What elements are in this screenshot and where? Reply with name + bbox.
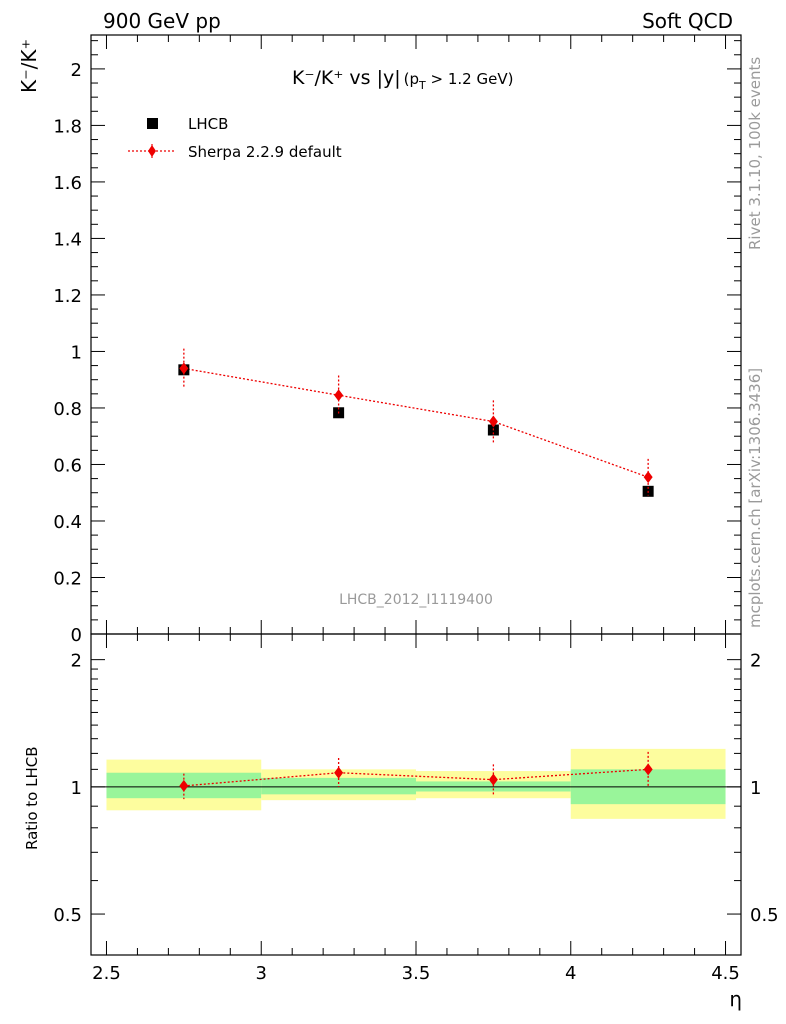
ratio-tick-label-right: 1 [750, 778, 761, 799]
ratio-point [179, 779, 189, 792]
y-tick-label: 2 [71, 60, 82, 81]
sherpa-line [183, 367, 649, 478]
ratio-point [488, 773, 498, 786]
y-tick-label: 0 [71, 625, 82, 646]
sherpa-point [643, 471, 653, 484]
legend-sherpa-marker [148, 145, 156, 157]
analysis-watermark: LHCB_2012_I1119400 [339, 592, 493, 608]
y-tick-label: 1.8 [53, 116, 82, 137]
y-tick-label: 1.6 [53, 173, 82, 194]
chart-title: K⁻/K⁺ vs |y| (pT > 1.2 GeV) [292, 67, 513, 92]
ratio-tick-label-right: 0.5 [750, 905, 779, 926]
ratio-tick-label-left: 2 [71, 651, 82, 672]
ratio-y-axis-label: Ratio to LHCB [23, 746, 41, 850]
x-tick-label: 3 [256, 963, 267, 984]
y-tick-label: 1.4 [53, 229, 82, 250]
ratio-point [643, 763, 653, 776]
mcplots-reference-label: mcplots.cern.ch [arXiv:1306.3436] [746, 368, 764, 628]
ratio-tick-label-left: 1 [71, 778, 82, 799]
x-tick-label: 2.5 [92, 963, 121, 984]
sherpa-point [179, 362, 189, 375]
y-axis-label: K⁻/K⁺ [17, 39, 41, 93]
x-tick-label: 3.5 [402, 963, 431, 984]
y-tick-label: 0.6 [53, 455, 82, 476]
x-axis-label: η [729, 987, 742, 1011]
rivet-version-label: Rivet 3.1.10, 100k events [746, 57, 764, 250]
ratio-point [334, 766, 344, 779]
y-tick-label: 1.2 [53, 286, 82, 307]
ratio-tick-label-left: 0.5 [53, 905, 82, 926]
ratio-plot: 2.5 3 3.5 4 4.5 0.5 0.5 1 1 2 2 [53, 633, 779, 984]
legend-lhcb-marker [147, 118, 158, 129]
header-left-label: 900 GeV pp [103, 9, 221, 33]
sherpa-point [334, 389, 344, 402]
y-tick-label: 0.2 [53, 568, 82, 589]
y-tick-label: 0.4 [53, 512, 82, 533]
y-tick-label: 1 [71, 342, 82, 363]
sherpa-point [488, 415, 498, 428]
x-tick-label: 4.5 [711, 963, 740, 984]
legend: LHCB Sherpa 2.2.9 default [128, 115, 342, 161]
legend-lhcb-label: LHCB [188, 115, 228, 133]
legend-sherpa-label: Sherpa 2.2.9 default [188, 143, 342, 161]
ratio-tick-label-right: 2 [750, 651, 761, 672]
header-right-label: Soft QCD [642, 9, 733, 33]
ratio-line [183, 768, 649, 787]
y-tick-label: 0.8 [53, 399, 82, 420]
x-tick-label: 4 [565, 963, 576, 984]
